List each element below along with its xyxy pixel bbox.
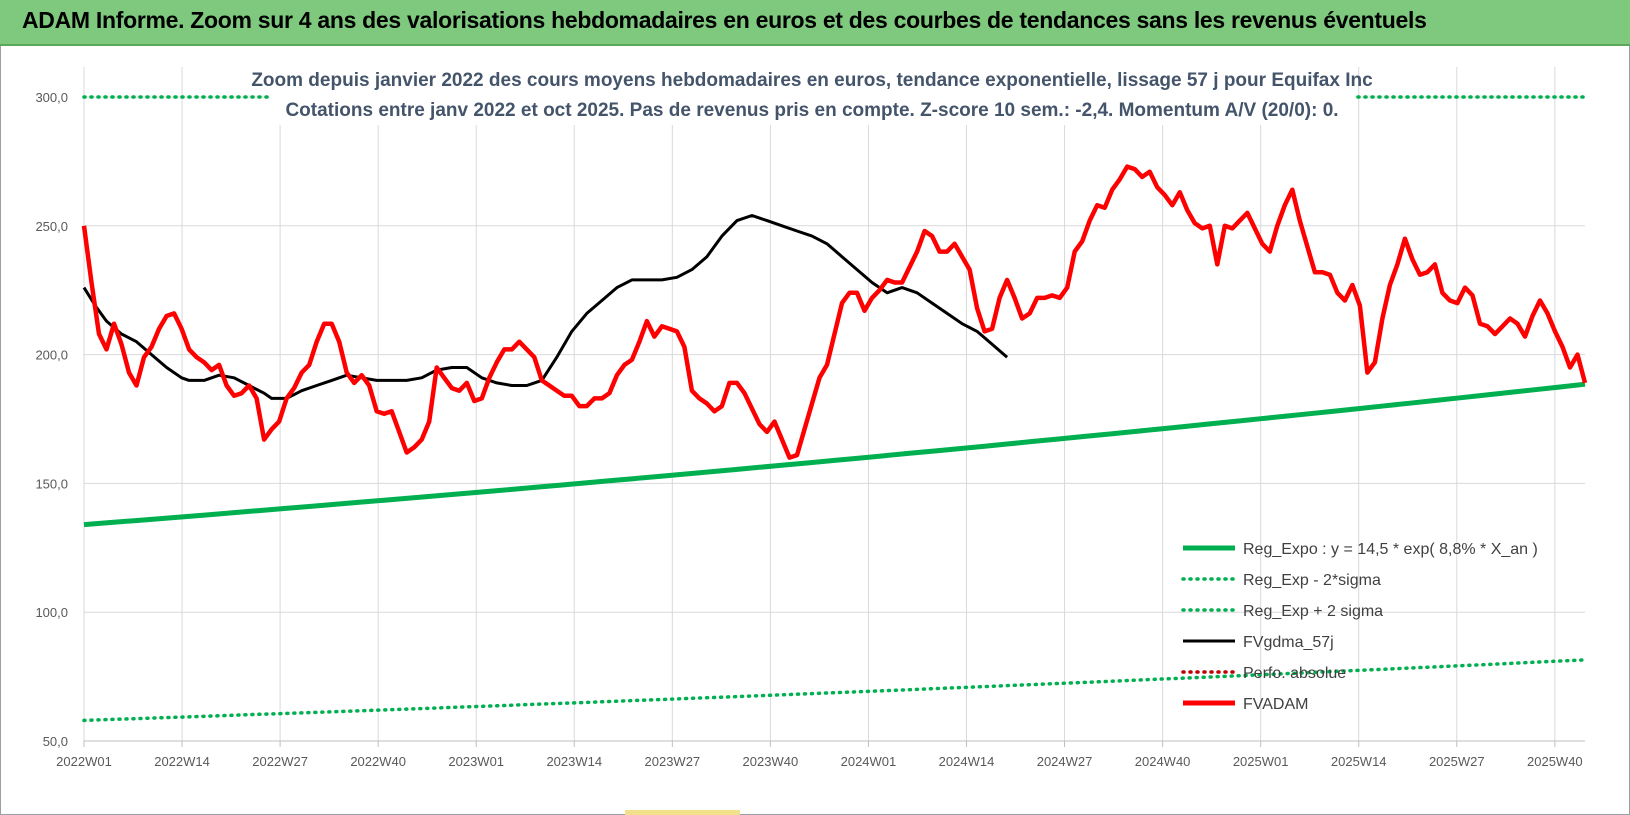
reg-expo-line <box>83 381 1586 528</box>
legend: Reg_Expo : y = 14,5 * exp( 8,8% * X_an )… <box>1181 541 1538 713</box>
y-tick-label: 250,0 <box>35 219 68 234</box>
y-tick-label: 50,0 <box>43 734 68 749</box>
title-banner: ADAM Informe. Zoom sur 4 ans des valoris… <box>0 0 1630 46</box>
chart-title: Zoom depuis janvier 2022 des cours moyen… <box>251 63 1373 125</box>
x-tick-label: 2022W40 <box>350 754 406 769</box>
x-tick-label: 2023W40 <box>743 754 799 769</box>
x-tick-label: 2024W27 <box>1037 754 1093 769</box>
legend-label-fvadam: FVADAM <box>1243 696 1308 713</box>
chart-title-line-1: Zoom depuis janvier 2022 des cours moyen… <box>251 70 1373 91</box>
x-tick-label: 2023W01 <box>448 754 504 769</box>
x-tick-label: 2024W01 <box>841 754 897 769</box>
axis-layer: 50,0 100,0 150,0 200,0 250,0 300,0 2022W01 2022… <box>35 90 1585 769</box>
legend-label-perfo: Perfo. absolue <box>1243 665 1346 682</box>
x-tick-label: 2023W27 <box>645 754 701 769</box>
y-tick-label: 300,0 <box>35 90 68 105</box>
bottom-marker <box>625 810 740 815</box>
grid-layer <box>83 67 1585 742</box>
y-tick-label: 100,0 <box>35 605 68 620</box>
x-tick-label: 2024W40 <box>1135 754 1191 769</box>
legend-label-reg_expo: Reg_Expo : y = 14,5 * exp( 8,8% * X_an ) <box>1243 541 1538 558</box>
x-tick-label: 2025W01 <box>1233 754 1289 769</box>
chart-title-line-2: Cotations entre janv 2022 et oct 2025. P… <box>285 100 1338 121</box>
x-tick-label: 2025W14 <box>1331 754 1387 769</box>
x-tick-label: 2022W14 <box>154 754 210 769</box>
x-tick-label: 2025W40 <box>1527 754 1583 769</box>
fvadam-line <box>81 164 1588 460</box>
legend-label-reg_minus: Reg_Exp - 2*sigma <box>1243 572 1381 589</box>
series-layer <box>81 95 1588 723</box>
x-tick-label: 2024W14 <box>939 754 995 769</box>
x-tick-label: 2022W01 <box>56 754 112 769</box>
title-background <box>270 63 1355 125</box>
y-tick-label: 200,0 <box>35 348 68 363</box>
x-tick-label: 2023W14 <box>546 754 602 769</box>
fvgdma-57j-line <box>82 214 1009 400</box>
legend-label-fvgdma: FVgdma_57j <box>1243 634 1334 651</box>
reg-exp-minus-2sigma-line <box>82 658 1587 723</box>
x-tick-label: 2022W27 <box>252 754 308 769</box>
legend-label-reg_plus: Reg_Exp + 2 sigma <box>1243 603 1383 620</box>
x-tick-label: 2025W27 <box>1429 754 1485 769</box>
y-tick-label: 150,0 <box>35 476 68 491</box>
banner-title: ADAM Informe. Zoom sur 4 ans des valoris… <box>22 7 1427 33</box>
